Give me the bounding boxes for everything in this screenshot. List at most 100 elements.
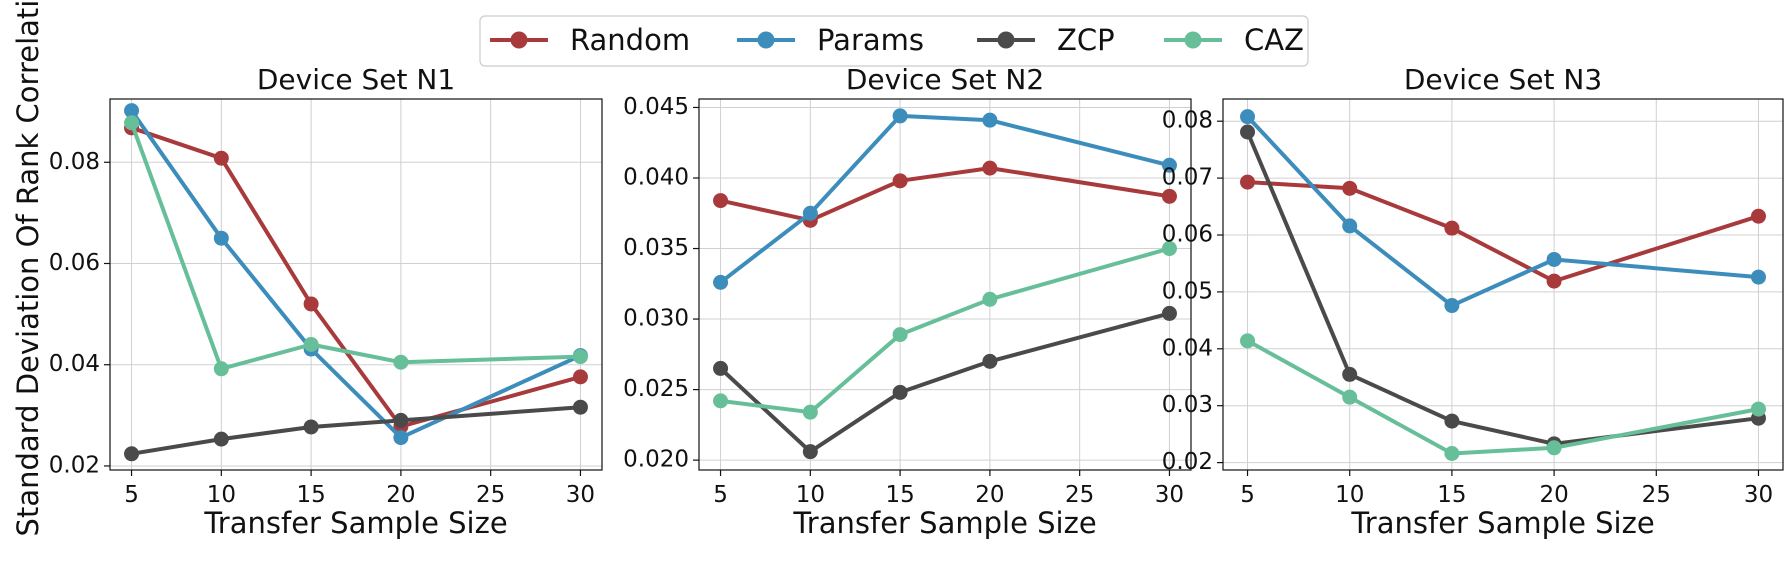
- data-point: [892, 384, 908, 400]
- y-tick-label: 0.02: [1162, 449, 1213, 475]
- data-point: [1342, 366, 1358, 382]
- x-tick-label: 20: [386, 482, 415, 508]
- y-tick-label: 0.03: [1162, 392, 1213, 418]
- data-point: [572, 399, 588, 415]
- data-point: [1444, 220, 1460, 236]
- data-point: [802, 205, 818, 221]
- y-tick-label: 0.06: [1162, 221, 1213, 247]
- data-point: [713, 193, 729, 209]
- data-point: [982, 112, 998, 128]
- data-point: [393, 354, 409, 370]
- series-line: [720, 166, 1170, 223]
- legend-label: ZCP: [1057, 23, 1115, 57]
- data-point: [1161, 241, 1177, 257]
- data-point: [1240, 333, 1256, 349]
- x-axis-label: Transfer Sample Size: [203, 506, 507, 540]
- data-point: [1444, 298, 1460, 314]
- legend-item: Params: [737, 23, 924, 57]
- data-point: [213, 230, 229, 246]
- series-caz: [1240, 333, 1766, 461]
- y-tick-label: 0.08: [1162, 108, 1213, 134]
- legend-marker: [1184, 31, 1202, 49]
- panel-title: Device Set N2: [846, 63, 1044, 96]
- data-point: [802, 444, 818, 460]
- data-point: [572, 349, 588, 365]
- x-tick-label: 5: [1240, 482, 1255, 508]
- series-random: [1240, 174, 1766, 289]
- x-tick-label: 10: [796, 482, 825, 508]
- legend-marker: [510, 31, 528, 49]
- legend-frame: [479, 15, 1309, 67]
- data-point: [713, 360, 729, 376]
- data-point: [124, 103, 140, 119]
- data-point: [303, 419, 319, 435]
- y-tick-label: 0.04: [49, 351, 100, 377]
- legend-label: CAZ: [1244, 23, 1304, 57]
- panel-1: 5 10 15 20 25 30 0.02 0.04 0.06 0.08 Device Set N1…: [49, 63, 603, 540]
- x-tick-label: 25: [476, 482, 505, 508]
- x-axis-label: Transfer Sample Size: [1350, 506, 1654, 540]
- y-tick-label: 0.07: [1162, 165, 1213, 191]
- series-random: [124, 120, 588, 434]
- series-zcp: [124, 399, 588, 462]
- x-tick-label: 10: [1335, 482, 1364, 508]
- panels: 5 10 15 20 25 30 0.02 0.04 0.06 0.08 Device Set N1…: [49, 63, 1784, 540]
- x-tick-label: 25: [1065, 482, 1094, 508]
- data-point: [124, 446, 140, 462]
- data-point: [1240, 174, 1256, 190]
- data-point: [1342, 218, 1358, 234]
- series-random: [713, 160, 1177, 228]
- series-params: [713, 108, 1177, 290]
- legend-label: Params: [817, 23, 924, 57]
- x-tick-label: 15: [885, 482, 914, 508]
- x-axis-label: Transfer Sample Size: [792, 506, 1096, 540]
- series-params: [1240, 109, 1766, 314]
- data-point: [213, 150, 229, 166]
- series-line: [129, 109, 582, 440]
- y-tick-label: 0.035: [623, 235, 689, 261]
- series-zcp: [1240, 124, 1766, 452]
- series-caz: [713, 241, 1177, 420]
- axes-frame: [698, 98, 1192, 471]
- series-line: [719, 113, 1170, 284]
- data-point: [572, 369, 588, 385]
- series-line: [131, 405, 581, 456]
- legend-item: CAZ: [1164, 23, 1304, 57]
- data-point: [213, 431, 229, 447]
- legend: Random Params ZCP CAZ: [479, 15, 1309, 67]
- series-line: [129, 122, 581, 371]
- x-tick-label: 20: [1539, 482, 1568, 508]
- y-tick-label: 0.025: [623, 376, 689, 402]
- data-point: [1750, 269, 1766, 285]
- legend-marker: [997, 31, 1015, 49]
- data-point: [303, 296, 319, 312]
- data-point: [892, 173, 908, 189]
- data-point: [1546, 440, 1562, 456]
- data-point: [213, 361, 229, 377]
- y-tick-label: 0.04: [1162, 335, 1213, 361]
- y-tick-label: 0.030: [623, 306, 689, 332]
- data-point: [124, 115, 140, 131]
- x-tick-label: 15: [1437, 482, 1466, 508]
- x-tick-label: 10: [207, 482, 236, 508]
- data-point: [1546, 273, 1562, 289]
- data-point: [1161, 157, 1177, 173]
- data-point: [982, 160, 998, 176]
- data-point: [892, 108, 908, 124]
- x-tick-label: 20: [975, 482, 1004, 508]
- y-tick-label: 0.05: [1162, 278, 1213, 304]
- data-point: [1161, 305, 1177, 321]
- data-point: [892, 327, 908, 343]
- legend-item: Random: [490, 23, 690, 57]
- y-tick-label: 0.040: [623, 164, 689, 190]
- data-point: [982, 291, 998, 307]
- legend-marker: [757, 31, 775, 49]
- legend-label: Random: [570, 23, 690, 57]
- series-caz: [124, 115, 588, 377]
- data-point: [802, 404, 818, 420]
- x-tick-label: 5: [124, 482, 139, 508]
- x-tick-label: 25: [1642, 482, 1671, 508]
- y-axis-label: Standard Deviation Of Rank Correlation: [11, 0, 45, 536]
- data-point: [1342, 180, 1358, 196]
